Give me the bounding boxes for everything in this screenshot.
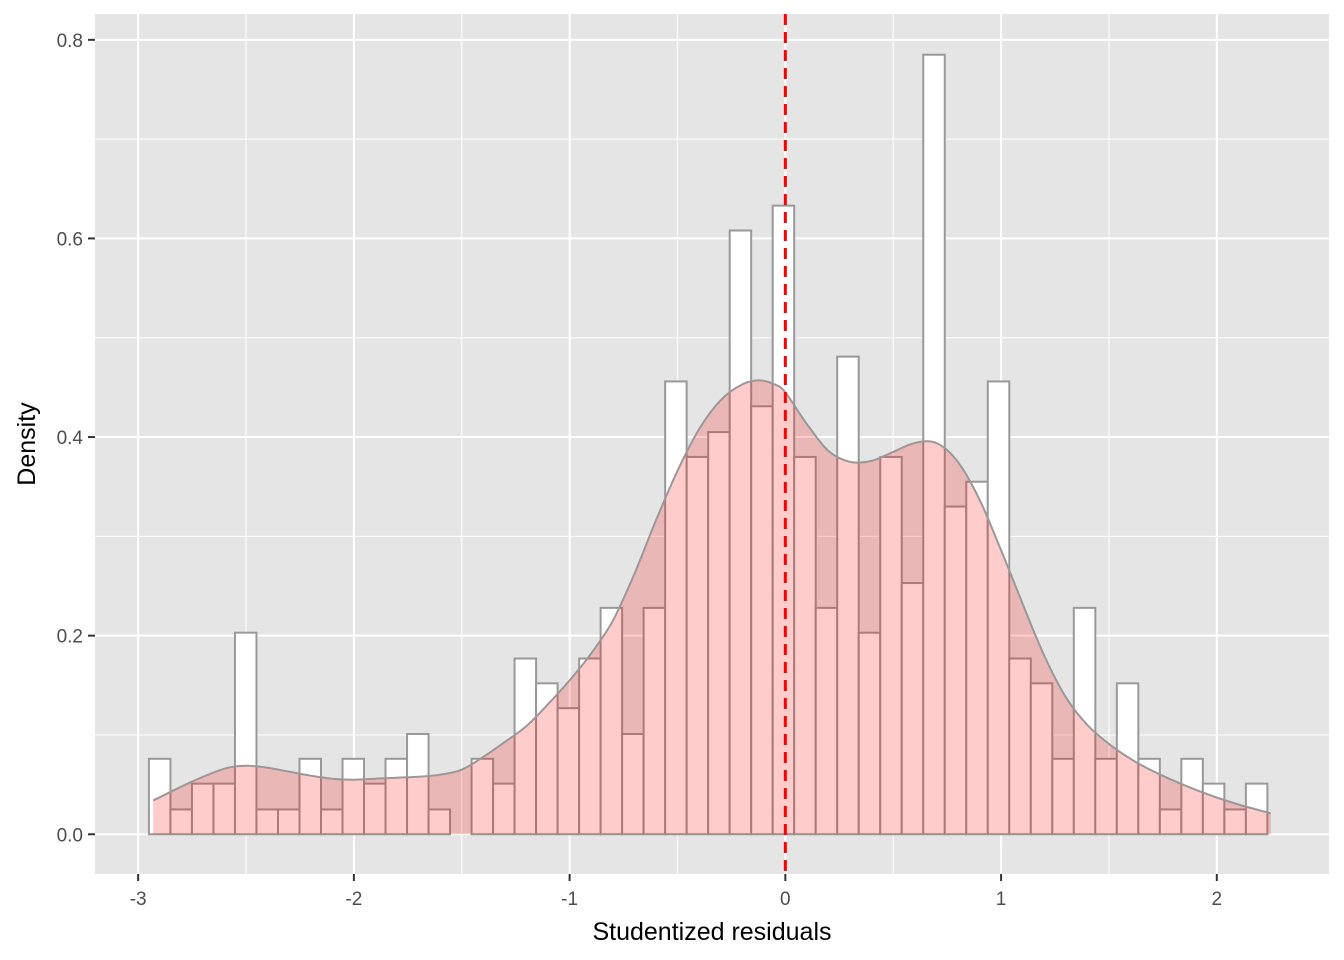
histogram-bar [406, 732, 430, 836]
histogram-bar [836, 355, 860, 836]
y-tick-label: 0.8 [57, 31, 83, 52]
y-tick-label: 0.4 [57, 428, 84, 449]
x-axis-title: Studentized residuals [592, 918, 831, 946]
histogram-bar [427, 808, 452, 836]
histogram-bar [1137, 757, 1161, 836]
x-tick-label: 0 [780, 889, 791, 910]
x-tick-label: -1 [561, 889, 578, 910]
y-tick-label: 0.6 [57, 229, 83, 250]
density-area [153, 380, 1271, 835]
histogram-bars [147, 53, 1269, 836]
histogram-bar [599, 606, 624, 836]
x-axis: -3 -2 -1 0 1 2 [130, 874, 1222, 910]
x-tick-label: -3 [130, 889, 147, 910]
y-axis: 0.0 0.2 0.4 0.6 0.8 [57, 31, 95, 846]
histogram-bar [986, 380, 1011, 836]
x-tick-label: 1 [996, 889, 1007, 910]
y-tick-label: 0.0 [57, 825, 83, 846]
x-tick-label: -2 [345, 889, 362, 910]
y-tick-label: 0.2 [57, 627, 83, 648]
y-axis-title: Density [13, 402, 41, 486]
histogram-bar [922, 53, 946, 836]
histogram-bar [233, 631, 258, 836]
x-tick-label: 2 [1212, 889, 1223, 910]
histogram-bar [298, 757, 323, 836]
density-curve [152, 379, 1272, 815]
